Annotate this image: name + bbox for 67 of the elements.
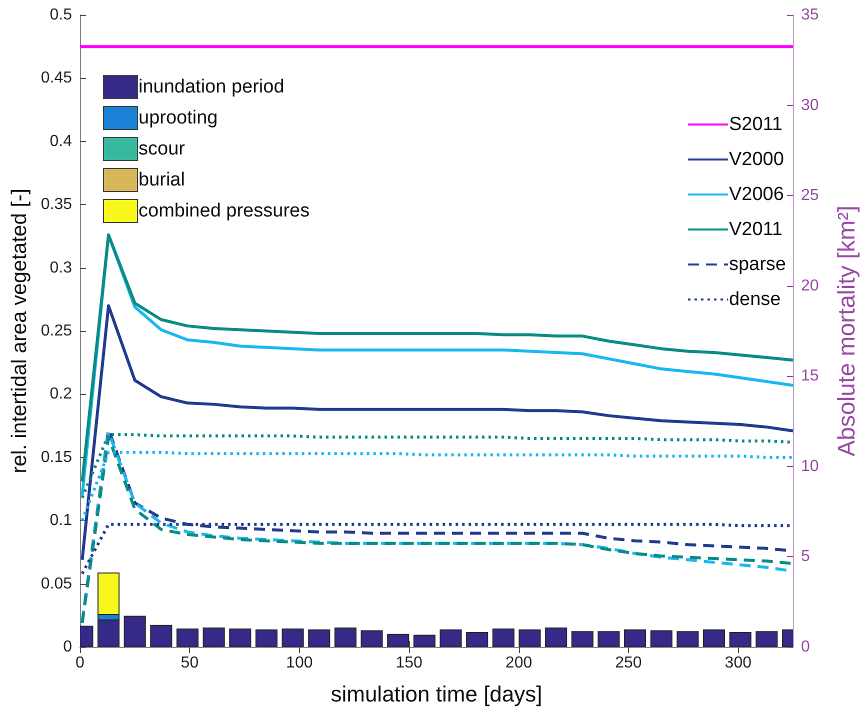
bar xyxy=(176,628,199,647)
bar xyxy=(440,629,462,647)
bar xyxy=(229,628,252,647)
y2-tick-label: 0 xyxy=(801,638,810,656)
legend-label: V2006 xyxy=(728,184,784,205)
bar xyxy=(518,629,541,647)
legend-label: combined pressures xyxy=(138,200,310,222)
bar xyxy=(466,632,488,647)
bar xyxy=(255,629,278,647)
bar xyxy=(676,631,699,647)
legend-label: dense xyxy=(728,289,781,310)
line-series xyxy=(80,304,794,562)
bar xyxy=(571,631,594,647)
y-tick-label: 0.4 xyxy=(50,132,72,150)
bar xyxy=(702,629,726,647)
x-tick-label: 0 xyxy=(76,654,85,672)
y-axis-title: rel. intertidal area vegetated [-] xyxy=(8,188,31,474)
x-tick-label: 150 xyxy=(396,654,423,672)
bar xyxy=(150,624,172,647)
y2-tick-label: 5 xyxy=(801,548,810,566)
y-tick-label: 0.1 xyxy=(50,512,72,530)
y-tick-label: 0 xyxy=(63,638,72,656)
bar xyxy=(650,630,672,647)
bar xyxy=(545,628,568,647)
x-axis-title: simulation time [days] xyxy=(330,682,542,706)
bar xyxy=(756,631,778,647)
legend-label: uprooting xyxy=(138,108,218,128)
bar xyxy=(202,628,225,647)
y2-axis-title: Absolute mortality [km²] xyxy=(834,206,860,456)
bar xyxy=(124,616,146,647)
y-tick-label: 0.2 xyxy=(50,386,72,403)
x-tick-label: 200 xyxy=(505,654,532,672)
y-tick-label: 0.5 xyxy=(50,6,72,24)
y2-tick-label: 30 xyxy=(801,96,819,114)
x-tick-label: 300 xyxy=(724,654,752,672)
y-tick-label: 0.3 xyxy=(50,259,72,276)
bar xyxy=(97,619,120,647)
y-tick-label: 0.15 xyxy=(40,448,72,466)
y2-tick-label: 15 xyxy=(801,368,819,385)
x-tick-label: 50 xyxy=(180,654,199,672)
bar xyxy=(387,634,410,647)
x-tick-label: 100 xyxy=(286,654,313,672)
bar xyxy=(492,628,514,647)
y2-tick-label: 35 xyxy=(801,6,819,24)
bar xyxy=(624,629,646,647)
legend-label: inundation period xyxy=(138,76,284,98)
legend-label: sparse xyxy=(728,254,786,275)
bar xyxy=(308,629,330,647)
legend-label: V2000 xyxy=(728,149,784,170)
legend-label: V2011 xyxy=(728,219,783,240)
y2-tick-label: 20 xyxy=(801,277,819,294)
legend-label: scour xyxy=(138,138,186,160)
y-tick-label: 0.25 xyxy=(40,322,72,340)
y-tick-label: 0.35 xyxy=(40,196,72,214)
y-tick-label: 0.45 xyxy=(40,70,72,87)
legend-label: S2011 xyxy=(728,114,783,135)
y-tick-label: 0.05 xyxy=(40,575,72,592)
x-tick-label: 250 xyxy=(615,654,642,672)
bar xyxy=(598,631,620,647)
bar xyxy=(282,628,304,647)
legend-label: burial xyxy=(138,170,185,190)
y2-tick-label: 25 xyxy=(801,187,819,204)
bar xyxy=(413,634,436,647)
bar xyxy=(729,632,752,647)
bar xyxy=(360,630,383,647)
bar xyxy=(334,628,356,647)
y2-tick-label: 10 xyxy=(801,458,819,475)
